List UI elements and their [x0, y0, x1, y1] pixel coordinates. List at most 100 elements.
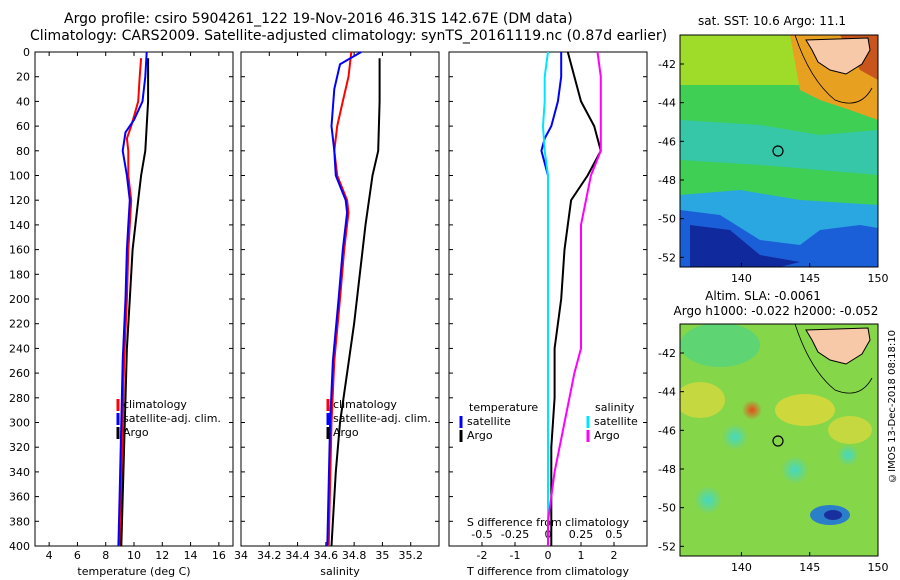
depth-tick-label: 180 — [9, 268, 30, 281]
depth-tick-label: 40 — [16, 95, 30, 108]
depth-tick-label: 260 — [9, 367, 30, 380]
x-tick-label: 16 — [212, 549, 226, 562]
map-x-tick-label: 140 — [731, 561, 752, 574]
depth-tick-label: 80 — [16, 145, 30, 158]
x-tick-label: -1 — [510, 549, 521, 562]
x-tick-label: 6 — [74, 549, 81, 562]
s-tick-label: -0.25 — [501, 528, 529, 541]
sla-map-title: Altim. SLA: -0.0061 — [705, 289, 821, 303]
sst-map — [680, 35, 878, 267]
map-x-tick-label: 150 — [868, 272, 889, 285]
x-tick-label: 8 — [102, 549, 109, 562]
map-x-tick-label: 140 — [731, 272, 752, 285]
depth-tick-label: 200 — [9, 293, 30, 306]
legend-label: satellite — [594, 415, 638, 428]
depth-tick-label: 360 — [9, 491, 30, 504]
map-y-tick-label: -46 — [658, 135, 676, 148]
x-tick-label: 14 — [184, 549, 198, 562]
legend-label: climatology — [123, 398, 187, 411]
depth-tick-label: 300 — [9, 417, 30, 430]
title-line-1: Argo profile: csiro 5904261_122 19-Nov-2… — [64, 11, 573, 27]
sla-map-subtitle: Argo h1000: -0.022 h2000: -0.052 — [674, 304, 879, 318]
series-line-s-satellite — [541, 51, 549, 546]
map-y-tick-label: -42 — [658, 58, 676, 71]
map-y-tick-label: -48 — [658, 174, 676, 187]
series-line-climatology — [118, 58, 143, 547]
depth-tick-label: 0 — [23, 46, 30, 59]
map-y-tick-label: -50 — [658, 502, 676, 515]
depth-tick-label: 240 — [9, 342, 30, 355]
s-tick-label: 0.25 — [569, 528, 594, 541]
x-tick-label: -2 — [477, 549, 488, 562]
sla-map-frame — [679, 323, 879, 557]
x-tick-label: 35 — [375, 549, 389, 562]
depth-tick-label: 220 — [9, 318, 30, 331]
x-axis-label: temperature (deg C) — [77, 565, 190, 578]
x-axis-label: salinity — [320, 565, 360, 578]
series-line-satellite-adj-clim- — [326, 51, 362, 547]
series-line-satellite-adj-clim- — [117, 51, 148, 547]
map-y-tick-label: -44 — [658, 97, 676, 110]
s-tick-label: -0.5 — [471, 528, 492, 541]
map-y-tick-label: -46 — [658, 424, 676, 437]
sla-map — [680, 324, 878, 556]
series-line-argo — [120, 58, 150, 547]
tasmania-land-sla — [805, 327, 871, 365]
depth-tick-label: 60 — [16, 120, 30, 133]
temperature-panel — [34, 51, 234, 547]
map-y-tick-label: -50 — [658, 213, 676, 226]
depth-tick-label: 340 — [9, 466, 30, 479]
legend-label: Argo — [594, 429, 620, 442]
x-tick-label: 4 — [46, 549, 53, 562]
map-y-tick-label: -52 — [658, 540, 676, 553]
depth-tick-label: 100 — [9, 170, 30, 183]
legend-label: satellite-adj. clim. — [333, 412, 431, 425]
map-x-tick-label: 150 — [868, 561, 889, 574]
x-tick-label: 34.8 — [342, 549, 367, 562]
map-y-tick-label: -44 — [658, 386, 676, 399]
sst-map-frame — [679, 34, 879, 268]
legend-label: climatology — [333, 398, 397, 411]
x-tick-label: 34 — [234, 549, 248, 562]
depth-tick-label: 280 — [9, 392, 30, 405]
map-y-tick-label: -52 — [658, 251, 676, 264]
map-y-tick-label: -48 — [658, 463, 676, 476]
series-line-argo — [330, 58, 381, 547]
legend-label: satellite-adj. clim. — [123, 412, 221, 425]
title-line-2: Climatology: CARS2009. Satellite-adjuste… — [30, 28, 668, 44]
x-tick-label: 12 — [155, 549, 169, 562]
x-tick-label: 10 — [127, 549, 141, 562]
depth-tick-label: 320 — [9, 441, 30, 454]
x-tick-label: 35.2 — [398, 549, 423, 562]
legend-label: satellite — [467, 415, 511, 428]
x-tick-label: 34.4 — [285, 549, 310, 562]
legend-label: Argo — [467, 429, 493, 442]
x-tick-label: 34.2 — [257, 549, 282, 562]
s-tick-label: 0.5 — [605, 528, 623, 541]
x-tick-label: 2 — [611, 549, 618, 562]
depth-tick-label: 160 — [9, 244, 30, 257]
x-axis-label: T difference from climatology — [466, 565, 629, 578]
map-y-tick-label: -42 — [658, 347, 676, 360]
x-tick-label: 34.6 — [314, 549, 339, 562]
legend-title-salinity: salinity — [595, 401, 635, 414]
series-line-t-argo — [550, 51, 602, 546]
legend-label: Argo — [123, 426, 149, 439]
legend-title-temperature: temperature — [469, 401, 538, 414]
series-line-s-argo — [547, 51, 602, 546]
series-line-climatology — [327, 51, 353, 547]
depth-tick-label: 120 — [9, 194, 30, 207]
tasmania-land — [805, 37, 871, 75]
depth-tick-label: 140 — [9, 219, 30, 232]
depth-tick-label: 380 — [9, 515, 30, 528]
argo-position-marker-sst — [772, 145, 784, 157]
x-tick-label: 0 — [545, 549, 552, 562]
sst-map-title: sat. SST: 10.6 Argo: 11.1 — [698, 14, 846, 28]
argo-position-marker-sla — [772, 435, 784, 447]
x-tick-label: 1 — [578, 549, 585, 562]
depth-tick-label: 400 — [9, 540, 30, 553]
depth-tick-label: 20 — [16, 71, 30, 84]
legend-label: Argo — [333, 426, 359, 439]
imos-stamp: ©IMOS 13-Dec-2018 08:18:10 — [887, 330, 898, 483]
